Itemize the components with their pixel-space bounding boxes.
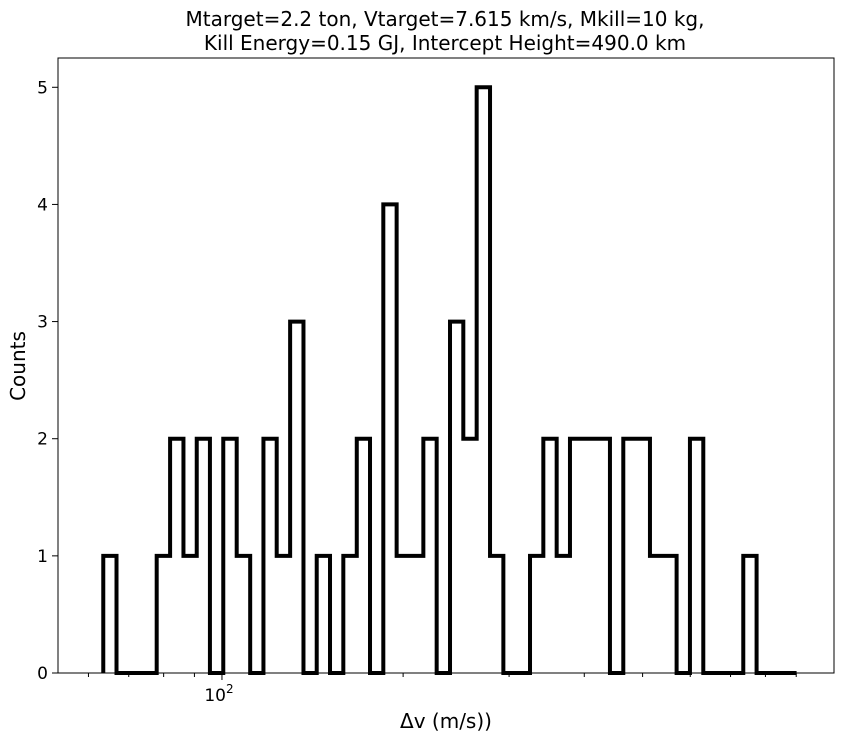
x-tick-label: 102 <box>204 682 233 706</box>
y-tick-label: 4 <box>37 195 48 215</box>
histogram-step-line <box>101 85 797 675</box>
y-axis: 0 1 2 3 4 5 <box>37 78 58 684</box>
x-axis-label: Δv (m/s)) <box>400 709 492 733</box>
chart-title-line-2: Kill Energy=0.15 GJ, Intercept Height=49… <box>204 31 686 55</box>
plot-area-frame <box>57 57 835 674</box>
chart-title-line-1: Mtarget=2.2 ton, Vtarget=7.615 km/s, Mki… <box>186 7 705 31</box>
y-tick-label: 5 <box>37 78 48 98</box>
y-tick-label: 3 <box>37 313 48 333</box>
y-tick-label: 1 <box>37 547 48 567</box>
x-axis: 102 <box>87 673 797 706</box>
y-tick-label: 0 <box>37 664 48 684</box>
y-tick-label: 2 <box>37 430 48 450</box>
y-axis-label: Counts <box>6 331 30 401</box>
